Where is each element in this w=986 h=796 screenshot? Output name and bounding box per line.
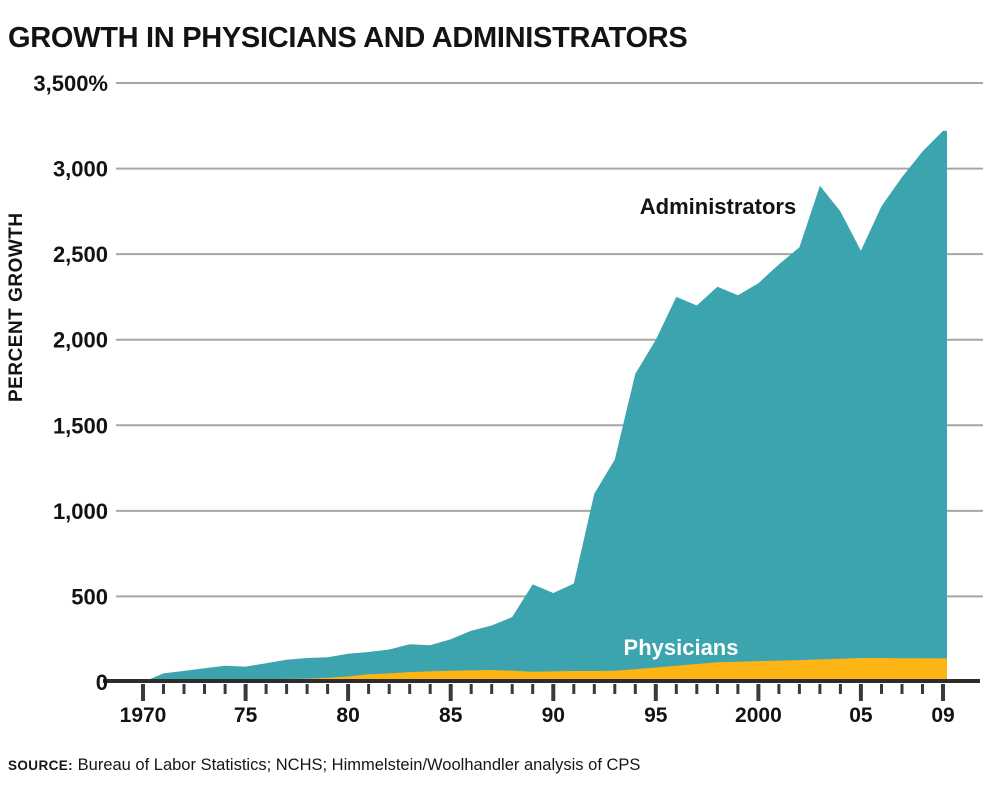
series-label-physicians: Physicians: [623, 635, 739, 660]
series-label-administrators: Administrators: [639, 194, 797, 219]
source-text: Bureau of Labor Statistics; NCHS; Himmel…: [73, 756, 641, 774]
x-axis-label: 1970: [120, 704, 167, 727]
y-axis-label: 500: [71, 584, 108, 609]
x-axis-label: 2000: [735, 704, 782, 727]
y-axis-label: 2,000: [53, 328, 108, 353]
y-axis-label: 1,500: [53, 413, 108, 438]
y-axis-label: 2,500: [53, 242, 108, 267]
y-axis-label: 0: [96, 670, 108, 695]
area-physicians: [143, 658, 947, 682]
y-axis-label: 3,000: [53, 157, 108, 182]
x-axis-label: 09: [931, 704, 954, 727]
source-prefix: SOURCE:: [8, 758, 74, 773]
x-axis-label: 05: [849, 704, 873, 727]
x-axis-label: 95: [644, 704, 668, 727]
area-administrators: [143, 130, 947, 682]
y-axis-label: 3,500%: [33, 71, 108, 96]
chart-title: GROWTH IN PHYSICIANS AND ADMINISTRATORS: [8, 22, 688, 54]
source-note: SOURCE: Bureau of Labor Statistics; NCHS…: [8, 756, 640, 775]
x-axis-label: 90: [542, 704, 565, 727]
x-axis-label: 85: [439, 704, 463, 727]
x-axis-label: 80: [336, 704, 359, 727]
y-axis-label: 1,000: [53, 499, 108, 524]
x-axis-label: 75: [234, 704, 258, 727]
